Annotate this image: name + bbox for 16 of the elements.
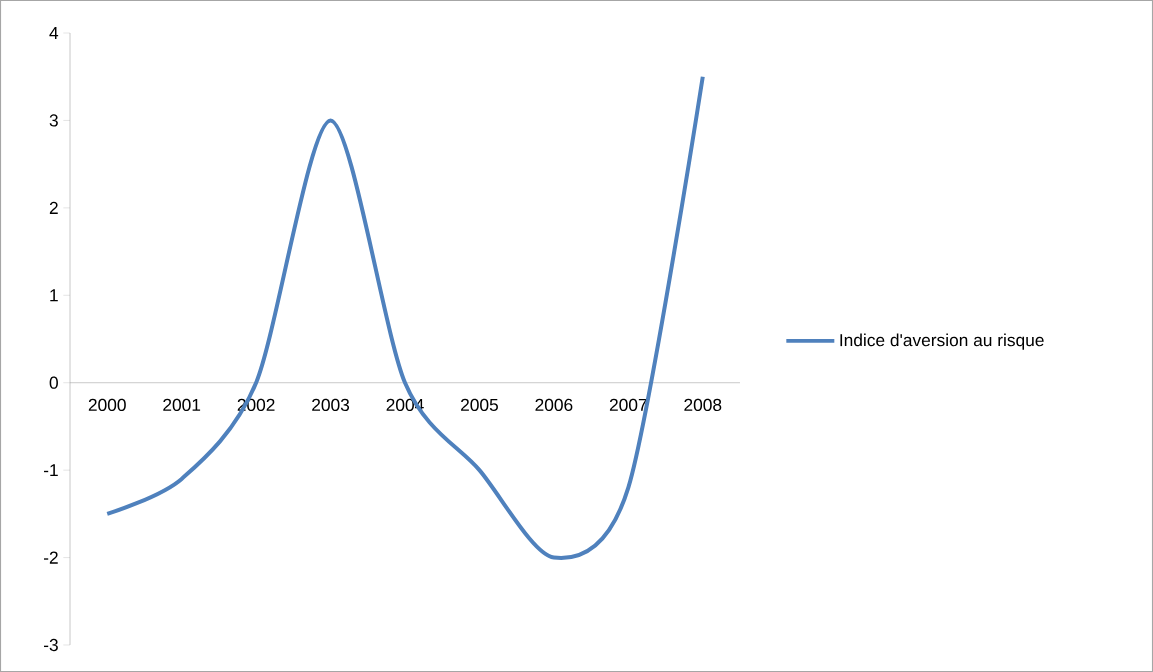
x-tick-label: 2005: [461, 398, 498, 412]
x-tick-label: 2003: [312, 398, 350, 412]
y-tick-label: 1: [50, 289, 58, 302]
y-tick-label: 2: [49, 201, 58, 214]
x-tick-label: 2008: [684, 398, 722, 412]
y-tick-label: -1: [43, 464, 58, 477]
x-tick-label: 2000: [88, 398, 126, 412]
y-tick-label: 4: [49, 27, 59, 39]
y-tick-label: 0: [49, 376, 58, 389]
y-tick-label: 3: [49, 114, 58, 127]
legend-label: Indice d'aversion au risque: [840, 333, 1044, 350]
x-tick-label: 2001: [163, 398, 201, 412]
x-tick-label: 2006: [535, 398, 573, 412]
y-tick-label: -2: [43, 551, 58, 564]
y-tick-label: -3: [43, 638, 58, 652]
x-tick-label: 2007: [609, 398, 647, 412]
